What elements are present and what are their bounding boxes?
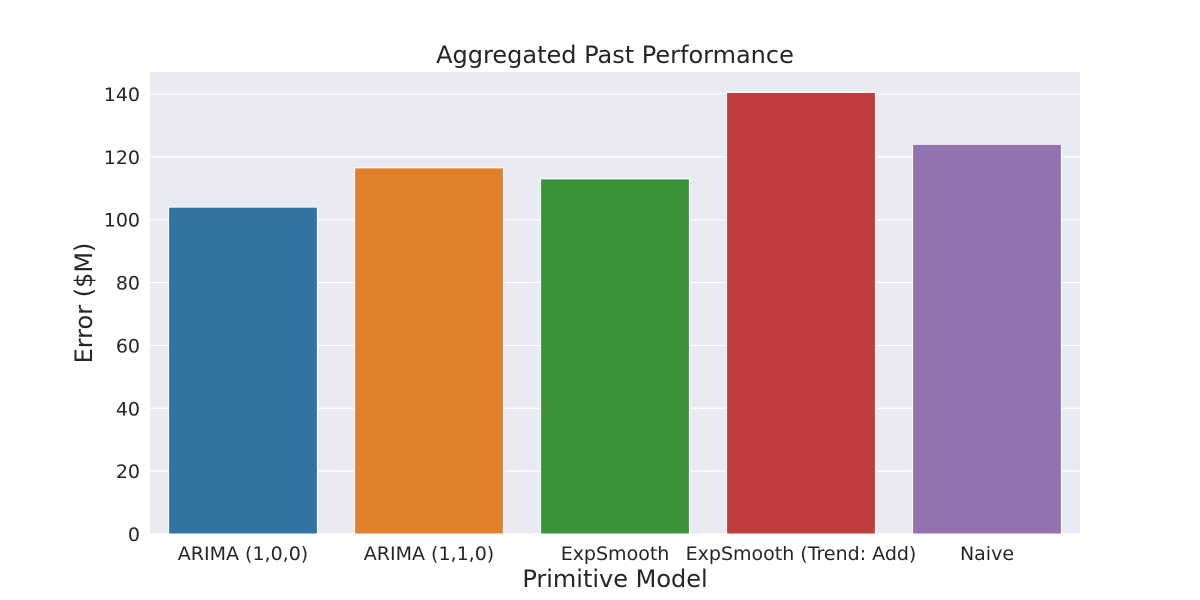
y-axis-label: Error ($M): [70, 243, 98, 364]
y-tick-label: 20: [116, 461, 140, 483]
y-tick-label: 40: [116, 398, 140, 420]
x-tick-labels: ARIMA (1,0,0) ARIMA (1,1,0) ExpSmooth ExpSm…: [178, 543, 1014, 565]
bar: [726, 91, 876, 535]
y-tick-label: 0: [128, 524, 140, 546]
x-tick-label: ARIMA (1,0,0): [178, 543, 308, 565]
x-axis-label: Primitive Model: [522, 565, 707, 593]
bar: [168, 206, 318, 535]
chart-title: Aggregated Past Performance: [436, 41, 794, 69]
x-tick-label: ExpSmooth (Trend: Add): [686, 543, 917, 565]
bar: [540, 178, 690, 535]
y-tick-label: 100: [104, 210, 140, 232]
y-tick-label: 140: [104, 84, 140, 106]
bar: [912, 143, 1062, 535]
y-tick-label: 60: [116, 335, 140, 357]
y-tick-labels: 0 20 40 60 80 100 120 140: [104, 84, 140, 546]
x-tick-label: ExpSmooth: [561, 543, 670, 565]
bars: [168, 91, 1062, 535]
x-tick-label: Naive: [960, 543, 1014, 565]
y-tick-label: 80: [116, 273, 140, 295]
x-tick-label: ARIMA (1,1,0): [364, 543, 494, 565]
bar: [354, 167, 504, 535]
y-tick-label: 120: [104, 147, 140, 169]
